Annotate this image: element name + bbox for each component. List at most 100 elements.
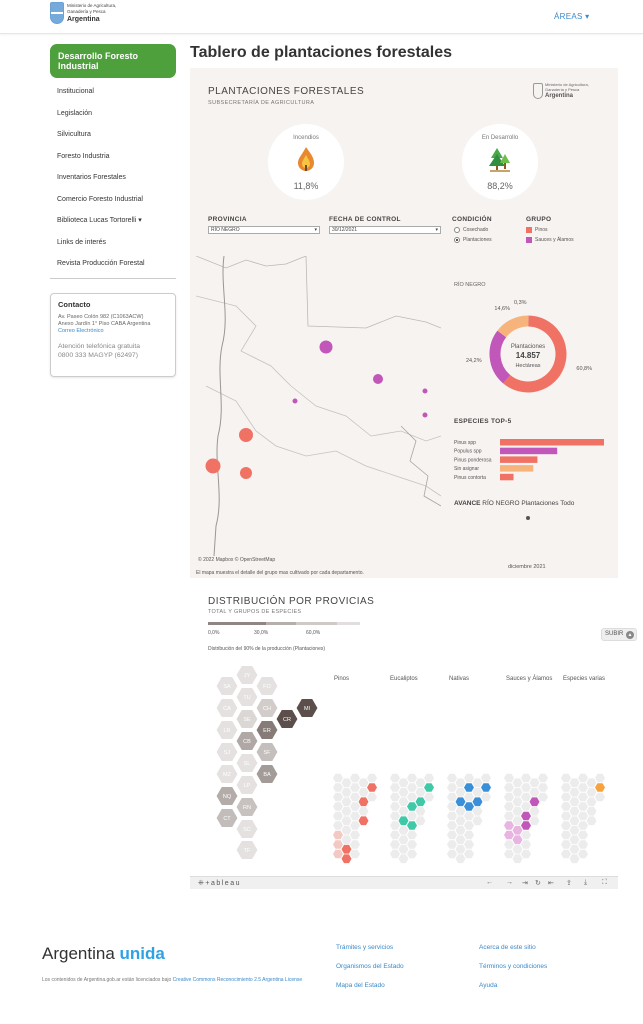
hex-province-SC[interactable] [235,819,259,839]
hex-cell[interactable] [407,830,417,840]
hex-cell[interactable] [390,821,400,830]
hex-province-NQ[interactable] [215,786,239,806]
hex-province-SE[interactable] [235,709,259,729]
hex-cell[interactable] [529,806,540,816]
hex-cell[interactable] [415,806,426,816]
sidebar-item-institucional[interactable]: Institucional [57,88,94,95]
hex-cell[interactable] [578,821,588,830]
hex-cell[interactable] [561,830,571,840]
hex-cell[interactable] [447,821,457,830]
hex-cell[interactable] [398,835,409,845]
hex-cell[interactable] [333,849,343,859]
hex-cell[interactable] [333,821,343,830]
hex-cell[interactable] [407,783,417,792]
sidebar-item-comercio[interactable]: Comercio Foresto Industrial [57,195,143,203]
hex-cell[interactable] [512,806,523,816]
hex-cell[interactable] [521,821,531,830]
hex-cell[interactable] [390,792,400,802]
hex-cell[interactable] [358,816,369,826]
hex-cell[interactable] [512,778,523,788]
map-point-pinos[interactable] [239,428,253,442]
footer-link-organismos[interactable]: Organismos del Estado [336,963,404,970]
hex-cell[interactable] [333,811,343,821]
hex-cell[interactable] [504,773,514,783]
hex-cell[interactable] [521,792,531,802]
hex-cell[interactable] [586,778,597,788]
hex-cell[interactable] [569,797,580,807]
sidebar-item-biblioteca[interactable]: Biblioteca Lucas Tortorelli ▾ [57,217,142,224]
hex-province-MZ[interactable] [215,764,239,784]
legend-sauces[interactable]: Sauces y Álamos [526,237,574,243]
hex-cell[interactable] [447,840,457,849]
footer-link-ayuda[interactable]: Ayuda [479,982,498,989]
hex-cell[interactable] [521,849,531,859]
hex-province-SL[interactable] [235,753,259,773]
radio-cosechado[interactable]: Cosechado [454,227,488,233]
hex-province-CR[interactable] [275,709,299,729]
revert-icon[interactable]: ⇥ [522,880,528,887]
sidebar-item-desarrollo[interactable]: Desarrollo Foresto Industrial [50,44,176,78]
hex-province-TF[interactable] [235,840,259,860]
hex-province-CT[interactable] [215,808,239,828]
species-bar-chart[interactable]: Pinus spp Populus spp Pinus ponderosa Sin a… [454,428,614,508]
hex-cell[interactable] [350,802,360,811]
hex-cell[interactable] [447,830,457,840]
hex-cell[interactable] [464,802,474,811]
hex-cell[interactable] [447,849,457,859]
hex-cell[interactable] [390,840,400,849]
hex-cell[interactable] [504,783,514,792]
hex-cell[interactable] [578,811,588,821]
hex-cell[interactable] [569,854,580,864]
map-point-sauces[interactable] [373,374,383,384]
hex-cell[interactable] [569,835,580,845]
hex-cell[interactable] [455,787,466,797]
hex-cell[interactable] [512,825,523,835]
hex-cell[interactable] [358,797,369,807]
hex-cell[interactable] [504,802,514,811]
hex-cell[interactable] [472,806,483,816]
download-icon[interactable]: ⤓ [584,879,588,886]
sidebar-item-foresto-industria[interactable]: Foresto Industria [57,152,110,160]
hex-cell[interactable] [569,816,580,826]
hex-province-LR[interactable] [215,720,239,740]
tableau-logo[interactable]: ⁜+ableau [198,880,241,887]
hex-cell[interactable] [504,849,514,859]
hex-cell[interactable] [333,792,343,802]
hex-cell[interactable] [358,806,369,816]
hex-cell[interactable] [398,787,409,797]
hex-cell[interactable] [578,830,588,840]
distribution-panel[interactable]: DISTRIBUCIÓN POR PROVICIAS TOTAL Y GRUPO… [190,580,618,876]
hex-cell[interactable] [390,849,400,859]
share-icon[interactable]: ⇪ [566,880,572,887]
hex-province-CH[interactable] [255,698,279,718]
hex-cell[interactable] [569,844,580,854]
hex-cell[interactable] [341,816,352,826]
hex-cell[interactable] [350,811,360,821]
hex-cell[interactable] [521,811,531,821]
hex-cell[interactable] [512,797,523,807]
map-point-pinos[interactable] [205,458,221,474]
hex-cell[interactable] [350,792,360,802]
hex-cell[interactable] [561,773,571,783]
footer-link-tramites[interactable]: Trámites y servicios [336,944,394,951]
hex-cell[interactable] [367,773,377,783]
hex-cell[interactable] [586,797,597,807]
hex-cell[interactable] [578,849,588,859]
hex-cell[interactable] [538,792,548,802]
hex-cell[interactable] [578,802,588,811]
hex-cell[interactable] [561,802,571,811]
hex-cell[interactable] [472,816,483,826]
hex-cell[interactable] [512,844,523,854]
hex-cell[interactable] [407,811,417,821]
donut-slice-2[interactable] [497,315,529,338]
hex-cell[interactable] [367,792,377,802]
hex-cell[interactable] [407,821,417,830]
hex-cell[interactable] [586,806,597,816]
hex-province-FO[interactable] [255,676,279,696]
hex-province-SJ[interactable] [215,742,239,762]
redo-icon[interactable]: → [506,879,513,886]
hex-province-JY[interactable] [235,665,259,685]
hex-province-MI[interactable] [295,698,319,718]
hex-cell[interactable] [341,835,352,845]
donut-slice-0[interactable] [503,315,567,393]
